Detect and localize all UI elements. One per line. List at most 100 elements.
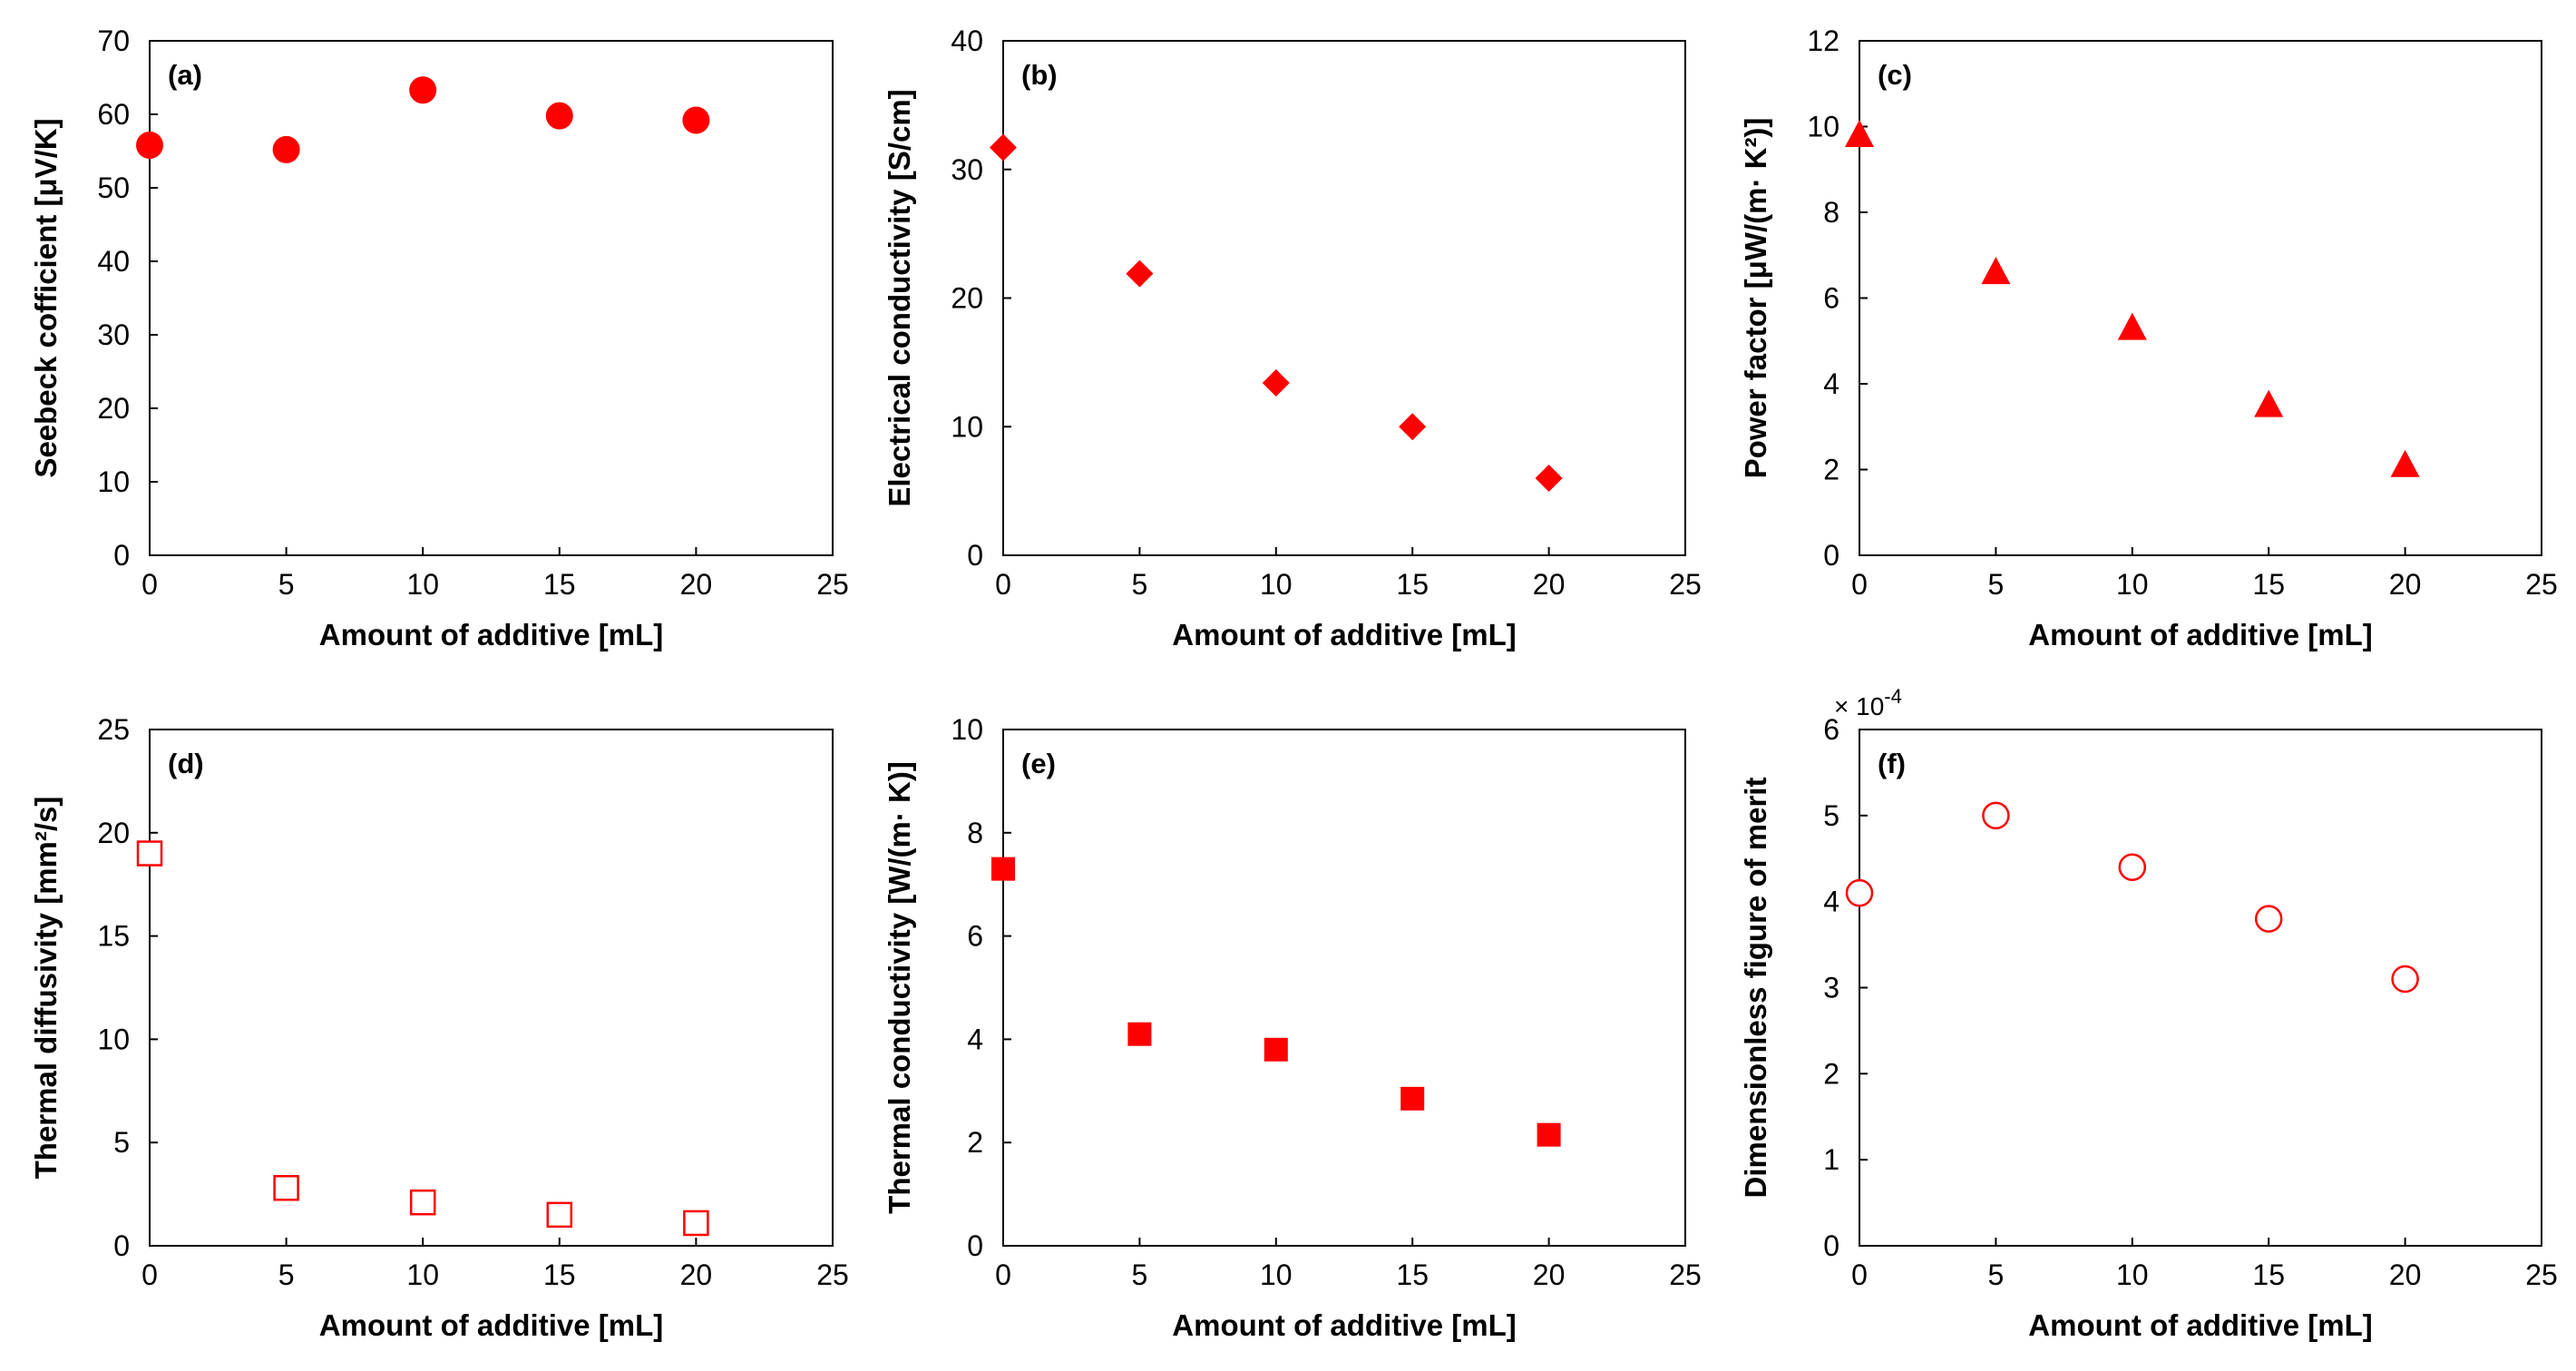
y-tick-label: 25	[97, 713, 130, 746]
chart-panel-2: 0 5 10 15 20 25 0 10 20 30 40 (b) Amount of additive…	[883, 24, 1702, 651]
x-tick-label: 20	[2389, 1258, 2422, 1291]
x-tick-label: 10	[2116, 1258, 2149, 1291]
x-tick-label: 15	[1396, 568, 1429, 601]
y-tick-label: 1	[1823, 1143, 1839, 1176]
x-tick-label: 25	[2525, 568, 2558, 601]
x-axis-label: Amount of additive [mL]	[319, 1308, 663, 1342]
y-axis-label: Dimensionless figure of merit	[1739, 778, 1772, 1199]
y-axis-label: Thermal diffusivity [mm²/s]	[29, 797, 63, 1180]
data-point	[2254, 389, 2284, 417]
y-tick-label: 30	[951, 153, 983, 186]
x-tick-label: 5	[1988, 568, 2005, 601]
panel-label: (f)	[1878, 748, 1906, 779]
data-point	[1537, 1122, 1561, 1147]
panel-label: (b)	[1021, 59, 1058, 91]
data-point	[683, 1209, 709, 1237]
y-tick-label: 40	[97, 245, 130, 278]
x-tick-label: 20	[680, 1258, 713, 1291]
plot-frame	[1859, 729, 2542, 1247]
x-tick-label: 0	[995, 1258, 1011, 1291]
x-tick-label: 0	[141, 568, 158, 601]
y-tick-label: 30	[97, 318, 130, 351]
x-tick-label: 20	[1533, 568, 1566, 601]
y-tick-label: 10	[951, 410, 983, 443]
x-tick-label: 20	[680, 568, 713, 601]
y-axis-label: Electrical conductivity [S/cm]	[883, 89, 916, 506]
data-point	[546, 1201, 573, 1229]
data-point	[1399, 413, 1427, 441]
data-point	[1264, 1037, 1288, 1062]
x-tick-label: 25	[1669, 1258, 1702, 1291]
y-tick-label: 10	[1807, 111, 1839, 143]
y-tick-label: 4	[1823, 367, 1839, 400]
y-tick-label: 0	[1823, 1229, 1839, 1262]
x-tick-label: 25	[816, 568, 849, 601]
y-tick-label: 8	[1823, 196, 1839, 229]
x-tick-label: 10	[406, 1258, 439, 1291]
y-tick-label: 6	[1823, 713, 1839, 746]
x-tick-label: 0	[141, 1258, 158, 1291]
plot-frame	[1002, 729, 1686, 1247]
y-tick-label: 15	[97, 920, 130, 953]
data-point	[409, 1189, 436, 1216]
y-tick-label: 10	[951, 713, 983, 746]
x-tick-label: 0	[1851, 568, 1868, 601]
y-tick-label: 0	[967, 539, 983, 572]
chart-panel-3: 0 5 10 15 20 25 0 2 4 6 8 10 12 (c) Amount of additive…	[1739, 24, 2558, 651]
x-tick-label: 15	[543, 568, 576, 601]
data-point	[1845, 878, 1874, 907]
plot-frame	[1002, 40, 1686, 556]
x-tick-label: 15	[1396, 1258, 1429, 1291]
y-tick-label: 20	[951, 282, 983, 315]
panel-label: (e)	[1021, 748, 1056, 779]
chart-panel-4: 0 5 10 15 20 25 0 5 10 15 20 25 (d) Amount of additiv…	[29, 713, 849, 1342]
y-axis-label: Power factor [μW/(m· K²)]	[1739, 118, 1772, 479]
x-tick-label: 0	[1851, 1258, 1868, 1291]
data-point	[136, 132, 163, 160]
x-tick-label: 5	[1132, 1258, 1148, 1291]
data-point	[2254, 905, 2283, 933]
data-point	[1981, 257, 2011, 285]
chart-panel-5: 0 5 10 15 20 25 0 2 4 6 8 10 (e) Amount of additive […	[883, 713, 1702, 1342]
data-point	[1400, 1086, 1425, 1111]
y-tick-label: 0	[1823, 539, 1839, 572]
y-tick-label: 0	[967, 1229, 983, 1262]
x-tick-label: 20	[1533, 1258, 1566, 1291]
data-point	[991, 857, 1015, 881]
data-point	[272, 135, 300, 163]
y-tick-label: 0	[113, 539, 130, 572]
plot-frame	[149, 40, 834, 556]
y-tick-label: 20	[97, 392, 130, 425]
x-axis-label: Amount of additive [mL]	[1172, 1308, 1516, 1342]
data-point	[2391, 965, 2419, 994]
y-tick-label: 2	[1823, 454, 1839, 486]
x-axis-label: Amount of additive [mL]	[2028, 618, 2372, 651]
axis-exponent-label: × 10-4	[1834, 685, 1902, 720]
y-tick-label: 5	[113, 1126, 130, 1159]
data-point	[136, 840, 163, 867]
x-axis-label: Amount of additive [mL]	[2028, 1308, 2372, 1342]
y-axis-label: Thermal conductivity [W/(m· K)]	[883, 761, 916, 1214]
x-tick-label: 5	[1132, 568, 1148, 601]
y-tick-label: 70	[97, 24, 130, 57]
x-tick-label: 10	[406, 568, 439, 601]
x-tick-label: 25	[1669, 568, 1702, 601]
data-point	[273, 1175, 299, 1201]
data-point	[682, 106, 710, 134]
plot-frame	[149, 729, 834, 1247]
x-tick-label: 25	[2525, 1258, 2558, 1291]
data-point	[1845, 119, 1874, 147]
y-tick-label: 60	[97, 98, 130, 131]
data-point	[409, 76, 437, 104]
x-tick-label: 5	[1988, 1258, 2005, 1291]
y-tick-label: 0	[113, 1229, 130, 1262]
x-tick-label: 15	[543, 1258, 576, 1291]
y-tick-label: 10	[97, 465, 130, 498]
y-tick-label: 3	[1823, 972, 1839, 1004]
axis-exponent-power: -4	[1884, 685, 1902, 708]
x-tick-label: 10	[1260, 1258, 1293, 1291]
panel-label: (c)	[1878, 59, 1912, 91]
y-tick-label: 20	[97, 817, 130, 849]
x-tick-label: 10	[1260, 568, 1293, 601]
